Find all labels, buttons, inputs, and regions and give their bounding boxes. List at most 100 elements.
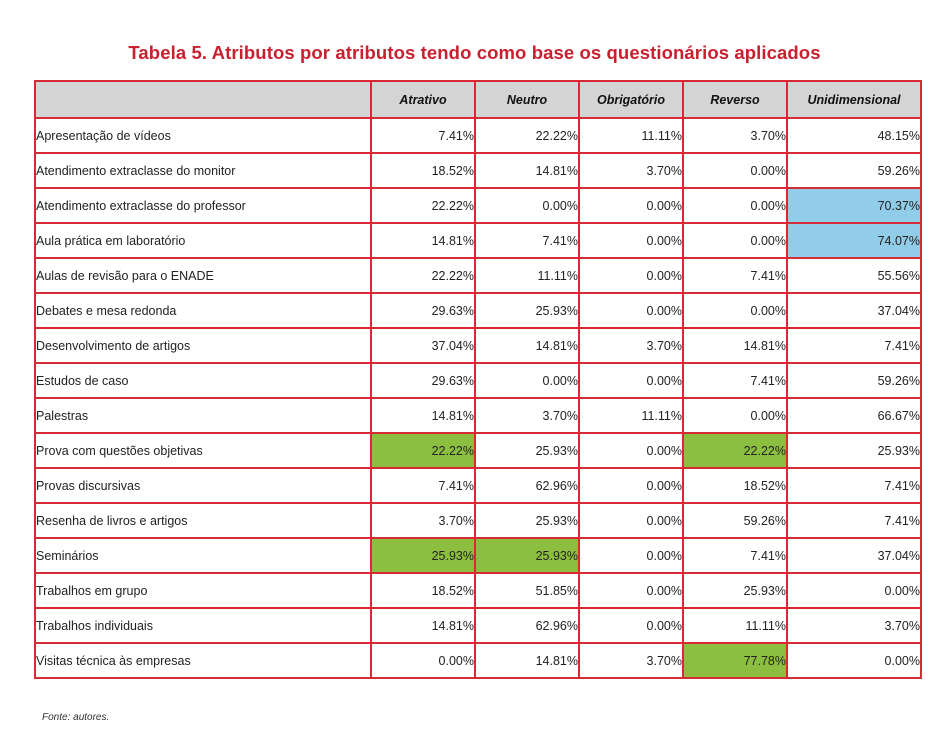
row-label: Estudos de caso	[34, 362, 372, 399]
value-cell: 0.00%	[578, 432, 684, 469]
row-label: Aula prática em laboratório	[34, 222, 372, 259]
header-cell-attribute	[34, 80, 372, 119]
table-row: Resenha de livros e artigos 3.70% 25.93% 0.…	[34, 502, 922, 539]
table-title: Tabela 5. Atributos por atributos tendo …	[128, 42, 821, 63]
row-label: Aulas de revisão para o ENADE	[34, 257, 372, 294]
table-row: Atendimento extraclasse do monitor 18.52%…	[34, 152, 922, 189]
value-cell: 11.11%	[474, 257, 580, 294]
value-cell: 11.11%	[578, 117, 684, 154]
table-row: Trabalhos em grupo 18.52% 51.85% 0.00% 25.93…	[34, 572, 922, 609]
value-cell: 25.93%	[474, 432, 580, 469]
value-cell: 7.41%	[682, 362, 788, 399]
value-cell: 7.41%	[786, 502, 922, 539]
value-cell: 7.41%	[370, 467, 476, 504]
value-cell: 3.70%	[578, 327, 684, 364]
value-cell: 14.81%	[682, 327, 788, 364]
value-cell: 7.41%	[786, 467, 922, 504]
value-cell: 59.26%	[786, 152, 922, 189]
value-cell: 62.96%	[474, 467, 580, 504]
value-cell: 18.52%	[370, 152, 476, 189]
row-label: Provas discursivas	[34, 467, 372, 504]
table-row: Seminários 25.93% 25.93% 0.00% 7.41% 37.04%	[34, 537, 922, 574]
value-cell: 11.11%	[578, 397, 684, 434]
row-label: Palestras	[34, 397, 372, 434]
row-label: Seminários	[34, 537, 372, 574]
value-cell: 18.52%	[682, 467, 788, 504]
table-row: Prova com questões objetivas 22.22% 25.93%…	[34, 432, 922, 469]
value-cell: 0.00%	[786, 572, 922, 609]
value-cell: 0.00%	[474, 187, 580, 224]
header-cell-neutro: Neutro	[474, 80, 580, 119]
value-cell: 14.81%	[370, 222, 476, 259]
value-cell: 0.00%	[578, 362, 684, 399]
value-cell: 22.22%	[370, 432, 476, 469]
table-row: Aulas de revisão para o ENADE 22.22% 11.11…	[34, 257, 922, 294]
value-cell: 0.00%	[786, 642, 922, 679]
table-row: Apresentação de vídeos 7.41% 22.22% 11.11% 3…	[34, 117, 922, 154]
value-cell: 0.00%	[578, 537, 684, 574]
value-cell: 14.81%	[474, 327, 580, 364]
value-cell: 0.00%	[474, 362, 580, 399]
value-cell: 48.15%	[786, 117, 922, 154]
value-cell: 7.41%	[474, 222, 580, 259]
row-label: Prova com questões objetivas	[34, 432, 372, 469]
header-cell-atrativo: Atrativo	[370, 80, 476, 119]
value-cell: 14.81%	[474, 642, 580, 679]
value-cell: 3.70%	[578, 642, 684, 679]
value-cell: 0.00%	[682, 397, 788, 434]
value-cell: 62.96%	[474, 607, 580, 644]
value-cell: 66.67%	[786, 397, 922, 434]
value-cell: 3.70%	[578, 152, 684, 189]
row-label: Trabalhos em grupo	[34, 572, 372, 609]
value-cell: 0.00%	[578, 292, 684, 329]
value-cell: 7.41%	[370, 117, 476, 154]
row-label: Atendimento extraclasse do monitor	[34, 152, 372, 189]
value-cell: 51.85%	[474, 572, 580, 609]
value-cell: 0.00%	[682, 187, 788, 224]
value-cell: 22.22%	[682, 432, 788, 469]
value-cell: 22.22%	[370, 187, 476, 224]
table-row: Estudos de caso 29.63% 0.00% 0.00% 7.41% 59.2…	[34, 362, 922, 399]
value-cell: 74.07%	[786, 222, 922, 259]
value-cell: 3.70%	[370, 502, 476, 539]
value-cell: 77.78%	[682, 642, 788, 679]
row-label: Desenvolvimento de artigos	[34, 327, 372, 364]
value-cell: 7.41%	[682, 257, 788, 294]
value-cell: 14.81%	[370, 607, 476, 644]
row-label: Debates e mesa redonda	[34, 292, 372, 329]
value-cell: 29.63%	[370, 362, 476, 399]
value-cell: 0.00%	[578, 187, 684, 224]
value-cell: 11.11%	[682, 607, 788, 644]
value-cell: 0.00%	[682, 152, 788, 189]
value-cell: 25.93%	[682, 572, 788, 609]
value-cell: 0.00%	[578, 222, 684, 259]
value-cell: 25.93%	[786, 432, 922, 469]
value-cell: 14.81%	[370, 397, 476, 434]
attributes-table: Atrativo Neutro Obrigatório Reverso Unid…	[34, 80, 922, 679]
value-cell: 0.00%	[682, 222, 788, 259]
value-cell: 0.00%	[578, 572, 684, 609]
value-cell: 55.56%	[786, 257, 922, 294]
value-cell: 37.04%	[786, 292, 922, 329]
value-cell: 7.41%	[682, 537, 788, 574]
header-cell-reverso: Reverso	[682, 80, 788, 119]
header-row: Atrativo Neutro Obrigatório Reverso Unid…	[34, 80, 922, 119]
value-cell: 0.00%	[578, 257, 684, 294]
row-label: Atendimento extraclasse do professor	[34, 187, 372, 224]
value-cell: 3.70%	[474, 397, 580, 434]
value-cell: 18.52%	[370, 572, 476, 609]
value-cell: 70.37%	[786, 187, 922, 224]
table-row: Visitas técnica às empresas 0.00% 14.81% 3.…	[34, 642, 922, 679]
value-cell: 3.70%	[682, 117, 788, 154]
value-cell: 0.00%	[578, 467, 684, 504]
value-cell: 22.22%	[370, 257, 476, 294]
value-cell: 59.26%	[682, 502, 788, 539]
value-cell: 3.70%	[786, 607, 922, 644]
table-row: Aula prática em laboratório 14.81% 7.41% 0.…	[34, 222, 922, 259]
value-cell: 29.63%	[370, 292, 476, 329]
value-cell: 37.04%	[786, 537, 922, 574]
table-row: Provas discursivas 7.41% 62.96% 0.00% 18.52%…	[34, 467, 922, 504]
value-cell: 0.00%	[370, 642, 476, 679]
value-cell: 22.22%	[474, 117, 580, 154]
value-cell: 25.93%	[474, 502, 580, 539]
